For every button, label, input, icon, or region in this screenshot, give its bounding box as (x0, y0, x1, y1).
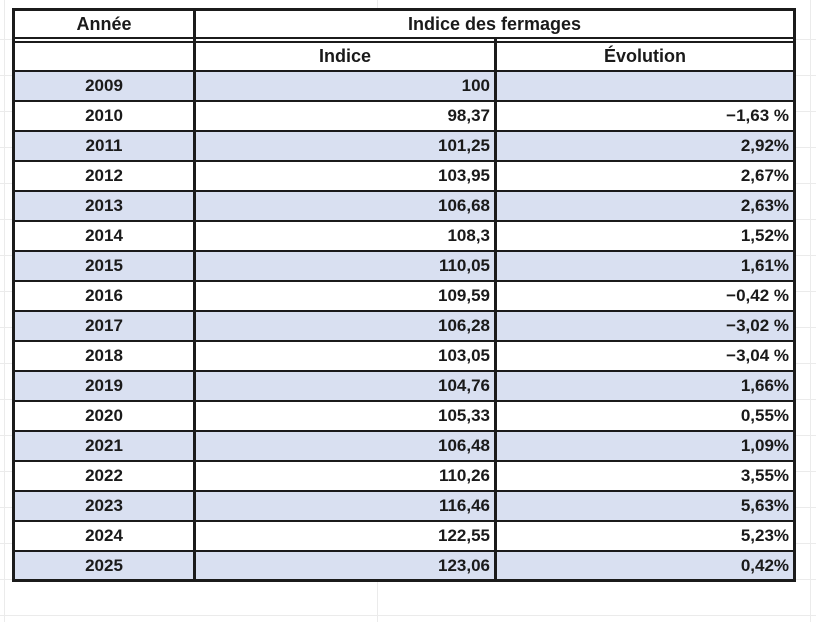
fermage-index-table: Année Indice des fermages Indice Évoluti… (12, 8, 797, 582)
year-cell[interactable]: 2021 (12, 429, 196, 462)
group-header-indice-des-fermages[interactable]: Indice des fermages (192, 8, 797, 39)
year-cell[interactable]: 2022 (12, 459, 196, 492)
year-cell[interactable]: 2020 (12, 399, 196, 432)
table-row: 2021 106,48 1,09% (12, 429, 797, 462)
indice-cell[interactable]: 110,05 (193, 249, 497, 282)
indice-cell[interactable]: 110,26 (193, 459, 497, 492)
evolution-cell[interactable]: 2,63% (493, 189, 797, 222)
indice-cell[interactable]: 100 (193, 69, 497, 102)
indice-cell[interactable]: 116,46 (193, 489, 497, 522)
table-row: 2022 110,26 3,55% (12, 459, 797, 492)
table-row: 2025 123,06 0,42% (12, 549, 797, 582)
evolution-cell[interactable]: 3,55% (493, 459, 797, 492)
indice-cell[interactable]: 106,48 (193, 429, 497, 462)
evolution-cell[interactable]: 1,09% (493, 429, 797, 462)
table-row: 2013 106,68 2,63% (12, 189, 797, 222)
header-row-group: Année Indice des fermages (12, 8, 797, 39)
spreadsheet-gridline-vertical (4, 0, 5, 622)
year-cell[interactable]: 2016 (12, 279, 196, 312)
table-row: 2014 108,3 1,52% (12, 219, 797, 252)
indice-cell[interactable]: 98,37 (193, 99, 497, 132)
evolution-cell[interactable]: 1,61% (493, 249, 797, 282)
year-cell[interactable]: 2018 (12, 339, 196, 372)
spreadsheet-gridline-vertical (810, 0, 811, 622)
evolution-cell[interactable] (493, 69, 797, 102)
year-column-header[interactable]: Année (12, 8, 196, 39)
indice-cell[interactable]: 103,05 (193, 339, 497, 372)
table-row: 2019 104,76 1,66% (12, 369, 797, 402)
year-cell[interactable]: 2024 (12, 519, 196, 552)
evolution-cell[interactable]: 2,67% (493, 159, 797, 192)
indice-cell[interactable]: 108,3 (193, 219, 497, 252)
header-gap-cell (493, 37, 797, 42)
table-row: 2009 100 (12, 69, 797, 102)
evolution-column-header[interactable]: Évolution (493, 40, 797, 72)
indice-cell[interactable]: 123,06 (193, 549, 497, 582)
indice-cell[interactable]: 109,59 (193, 279, 497, 312)
year-cell[interactable]: 2014 (12, 219, 196, 252)
year-cell[interactable]: 2025 (12, 549, 196, 582)
table-row: 2012 103,95 2,67% (12, 159, 797, 192)
year-cell[interactable]: 2017 (12, 309, 196, 342)
header-gap-cell (12, 37, 196, 42)
indice-cell[interactable]: 122,55 (193, 519, 497, 552)
table-row: 2017 106,28 −3,02 % (12, 309, 797, 342)
year-cell[interactable]: 2011 (12, 129, 196, 162)
evolution-cell[interactable]: −3,02 % (493, 309, 797, 342)
header-gap-cell (193, 37, 497, 42)
table-row: 2024 122,55 5,23% (12, 519, 797, 552)
table-row: 2016 109,59 −0,42 % (12, 279, 797, 312)
year-cell[interactable]: 2019 (12, 369, 196, 402)
evolution-cell[interactable]: 5,63% (493, 489, 797, 522)
evolution-cell[interactable]: 0,55% (493, 399, 797, 432)
indice-cell[interactable]: 104,76 (193, 369, 497, 402)
year-cell[interactable]: 2012 (12, 159, 196, 192)
table-row: 2023 116,46 5,63% (12, 489, 797, 522)
table-body: Année Indice des fermages Indice Évoluti… (12, 8, 797, 582)
indice-cell[interactable]: 105,33 (193, 399, 497, 432)
evolution-cell[interactable]: 2,92% (493, 129, 797, 162)
evolution-cell[interactable]: 0,42% (493, 549, 797, 582)
year-cell[interactable]: 2009 (12, 69, 196, 102)
indice-column-header[interactable]: Indice (193, 40, 497, 72)
indice-cell[interactable]: 101,25 (193, 129, 497, 162)
table-row: 2011 101,25 2,92% (12, 129, 797, 162)
evolution-cell[interactable]: 5,23% (493, 519, 797, 552)
year-cell[interactable]: 2013 (12, 189, 196, 222)
empty-header-cell[interactable] (12, 40, 196, 72)
year-cell[interactable]: 2023 (12, 489, 196, 522)
table-row: 2020 105,33 0,55% (12, 399, 797, 432)
year-cell[interactable]: 2010 (12, 99, 196, 132)
indice-cell[interactable]: 106,68 (193, 189, 497, 222)
evolution-cell[interactable]: −3,04 % (493, 339, 797, 372)
indice-cell[interactable]: 106,28 (193, 309, 497, 342)
evolution-cell[interactable]: 1,52% (493, 219, 797, 252)
table-row: 2018 103,05 −3,04 % (12, 339, 797, 372)
header-gap-row (12, 37, 797, 42)
evolution-cell[interactable]: −0,42 % (493, 279, 797, 312)
header-row-columns: Indice Évolution (12, 40, 797, 72)
year-cell[interactable]: 2015 (12, 249, 196, 282)
indice-cell[interactable]: 103,95 (193, 159, 497, 192)
evolution-cell[interactable]: 1,66% (493, 369, 797, 402)
evolution-cell[interactable]: −1,63 % (493, 99, 797, 132)
table-row: 2015 110,05 1,61% (12, 249, 797, 282)
table-row: 2010 98,37 −1,63 % (12, 99, 797, 132)
